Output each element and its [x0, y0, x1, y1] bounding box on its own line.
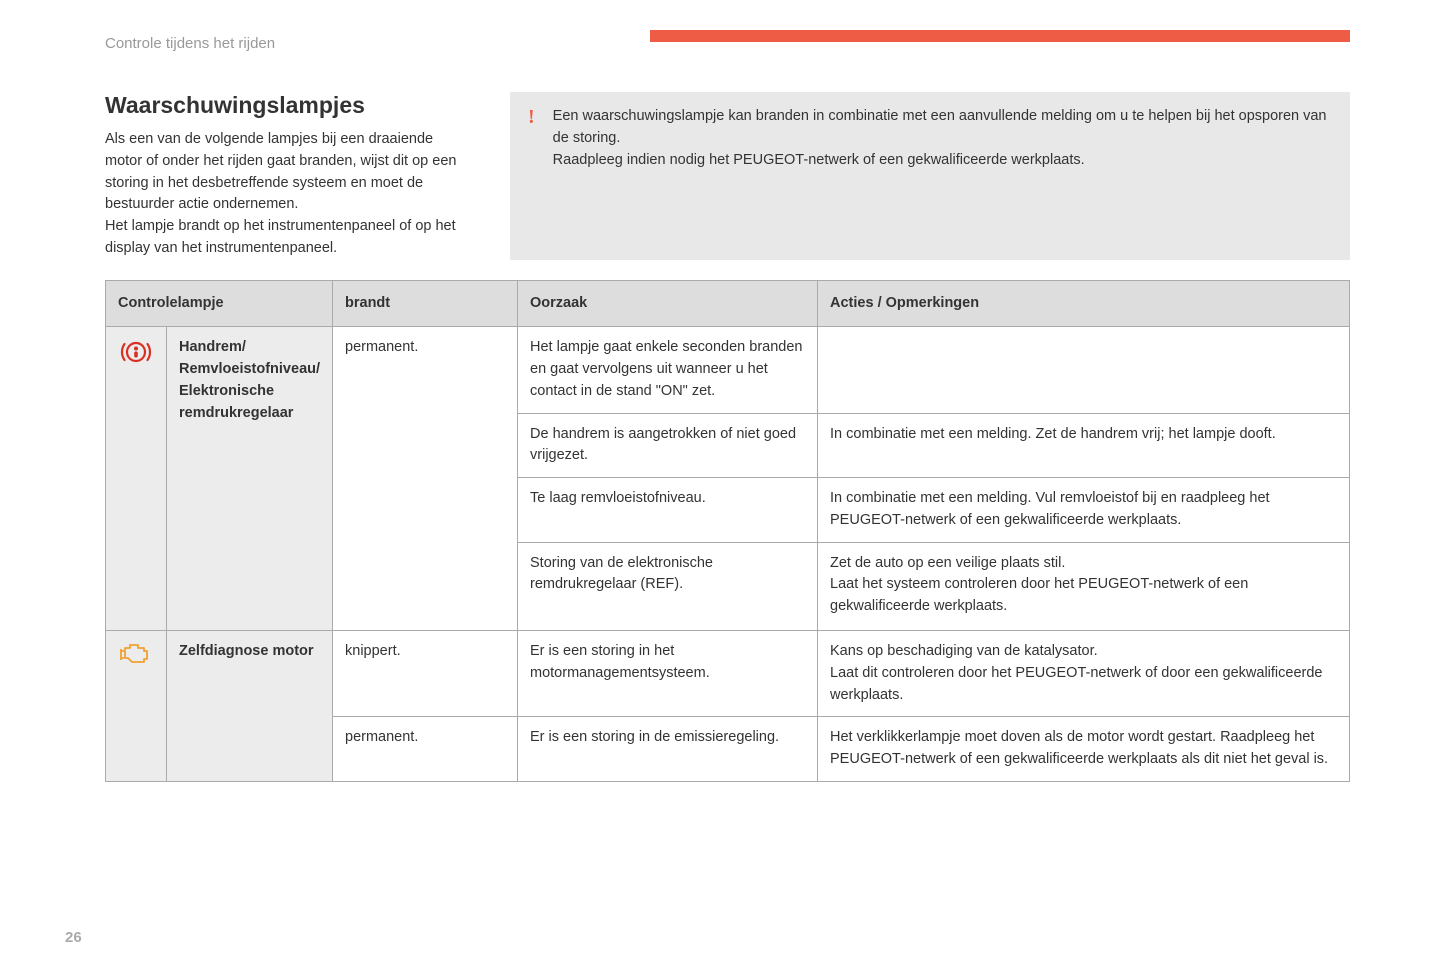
header-row: Waarschuwingslampjes Als een van de volg… [105, 92, 1350, 260]
cell-oorzaak: Te laag remvloeistofniveau. [518, 478, 818, 543]
warning-lamps-table: Controlelampje brandt Oorzaak Acties / O… [105, 280, 1350, 782]
cell-oorzaak: De handrem is aangetrokken of niet goed … [518, 413, 818, 478]
lamp-name: Zelfdiagnose motor [167, 631, 333, 782]
cell-actie [818, 327, 1350, 413]
col-header-oorzaak: Oorzaak [518, 280, 818, 327]
table-row: Handrem/Remvloeistofniveau/Elektronische… [106, 327, 1350, 413]
cell-brandt: knippert. [333, 631, 518, 717]
intro-text: Als een van de volgende lampjes bij een … [105, 129, 470, 260]
col-header-acties: Acties / Opmerkingen [818, 280, 1350, 327]
cell-actie: In combinatie met een melding. Vul remvl… [818, 478, 1350, 543]
cell-oorzaak: Er is een storing in de emissieregeling. [518, 717, 818, 782]
exclamation-icon: ! [528, 106, 535, 246]
cell-actie: Kans op beschadiging van de katalysator.… [818, 631, 1350, 717]
table-header-row: Controlelampje brandt Oorzaak Acties / O… [106, 280, 1350, 327]
cell-actie: Het verklikkerlampje moet doven als de m… [818, 717, 1350, 782]
lamp-icon-cell [106, 631, 167, 782]
engine-warning-icon [118, 641, 152, 675]
brake-warning-icon [118, 337, 154, 375]
cell-brandt: permanent. [333, 717, 518, 782]
lamp-icon-cell [106, 327, 167, 631]
cell-actie: Zet de auto op een veilige plaats stil.L… [818, 542, 1350, 631]
cell-oorzaak: Er is een storing in het motormanagement… [518, 631, 818, 717]
table-row: Zelfdiagnose motor knippert. Er is een s… [106, 631, 1350, 717]
col-header-controlelampje: Controlelampje [106, 280, 333, 327]
lamp-name: Handrem/Remvloeistofniveau/Elektronische… [167, 327, 333, 631]
page-number: 26 [65, 929, 82, 946]
cell-oorzaak: Storing van de elektronische remdrukrege… [518, 542, 818, 631]
cell-actie: In combinatie met een melding. Zet de ha… [818, 413, 1350, 478]
accent-bar [650, 30, 1350, 42]
info-text: Een waarschuwingslampje kan branden in c… [553, 106, 1332, 246]
cell-brandt: permanent. [333, 327, 518, 631]
page-title: Waarschuwingslampjes [105, 92, 470, 119]
cell-oorzaak: Het lampje gaat enkele seconden branden … [518, 327, 818, 413]
info-box: ! Een waarschuwingslampje kan branden in… [510, 92, 1350, 260]
header-left: Waarschuwingslampjes Als een van de volg… [105, 92, 470, 260]
col-header-brandt: brandt [333, 280, 518, 327]
